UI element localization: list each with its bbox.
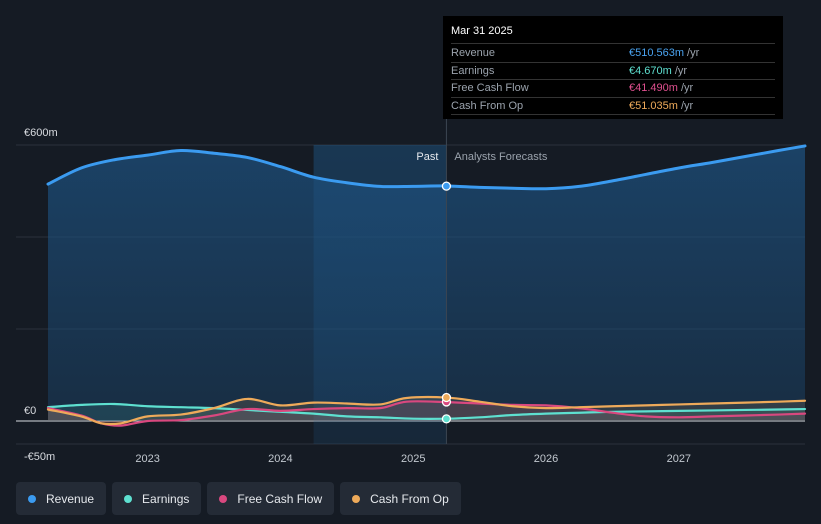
tooltip-value: €510.563m (629, 47, 685, 59)
tooltip-row-free-cash-flow: Free Cash Flow €41.490m /yr (451, 80, 775, 98)
legend-item-earnings[interactable]: Earnings (112, 482, 202, 515)
past-label: Past (416, 151, 438, 163)
highlight-point-earnings (441, 414, 452, 424)
series-lines (46, 144, 807, 427)
series-area-free-cash-flow (48, 401, 805, 426)
highlight-points (441, 181, 452, 424)
tooltip-row-earnings: Earnings €4.670m /yr (451, 63, 775, 80)
legend-item-revenue[interactable]: Revenue (16, 482, 107, 515)
legend-label: Cash From Op (370, 491, 449, 506)
tooltip-label: Revenue (451, 47, 496, 59)
legend-item-cash-from-op[interactable]: Cash From Op (340, 482, 461, 515)
series-line-free-cash-flow (46, 400, 807, 427)
legend-item-free-cash-flow[interactable]: Free Cash Flow (207, 482, 335, 515)
highlight-point-cash-from-op (441, 392, 452, 403)
tooltip-row-cash-from-op: Cash From Op €51.035m /yr (451, 98, 775, 115)
tooltip: Mar 31 2025 Revenue €510.563m /yr Earnin… (443, 16, 783, 119)
legend-dot-icon (28, 494, 36, 503)
series-area-earnings (48, 403, 805, 421)
y-tick-label: -€50m (24, 451, 55, 463)
x-tick-label: 2026 (534, 453, 558, 465)
tooltip-unit: /yr (674, 64, 688, 77)
series-line-earnings (46, 402, 807, 420)
legend-label: Free Cash Flow (237, 491, 323, 506)
legend-dot-icon (124, 494, 133, 503)
x-tick-label: 2023 (135, 453, 159, 465)
legend: Revenue Earnings Free Cash Flow Cash Fro… (16, 482, 461, 515)
financial-chart: €600m €0 -€50m 2023 2024 2025 2026 2027 Past Anal… (16, 16, 807, 465)
series-line-cash-from-op (46, 396, 807, 426)
revenue-area (48, 145, 805, 426)
x-tick-label: 2027 (667, 453, 691, 465)
x-tick-label: 2025 (401, 453, 425, 465)
legend-label: Earnings (142, 491, 190, 506)
tooltip-value: €51.035m (629, 99, 678, 112)
tooltip-label: Free Cash Flow (451, 82, 529, 94)
revenue-area-fill (48, 145, 805, 422)
tooltip-unit: /yr (680, 82, 694, 94)
forecast-label: Analysts Forecasts (454, 151, 547, 163)
tooltip-unit: /yr (680, 99, 694, 112)
tooltip-value: €41.490m (629, 82, 678, 94)
tooltip-unit: /yr (687, 47, 700, 59)
legend-dot-icon (219, 494, 228, 503)
y-tick-label: €0 (24, 405, 36, 417)
highlight-point-revenue (441, 181, 452, 191)
series-area-cash-from-op (48, 397, 805, 425)
legend-dot-icon (352, 494, 361, 503)
tooltip-row-revenue: Revenue €510.563m /yr (451, 45, 775, 63)
x-tick-label: 2024 (268, 453, 292, 465)
axis-labels: €600m €0 -€50m 2023 2024 2025 2026 2027 Past Anal… (24, 127, 691, 465)
legend-label: Revenue (46, 491, 95, 506)
tooltip-value: €4.670m (629, 64, 672, 77)
series-line-revenue (46, 144, 807, 191)
tooltip-date: Mar 31 2025 (451, 24, 775, 44)
tooltip-label: Cash From Op (451, 99, 524, 112)
y-tick-label: €600m (24, 127, 58, 139)
tooltip-label: Earnings (451, 64, 495, 77)
